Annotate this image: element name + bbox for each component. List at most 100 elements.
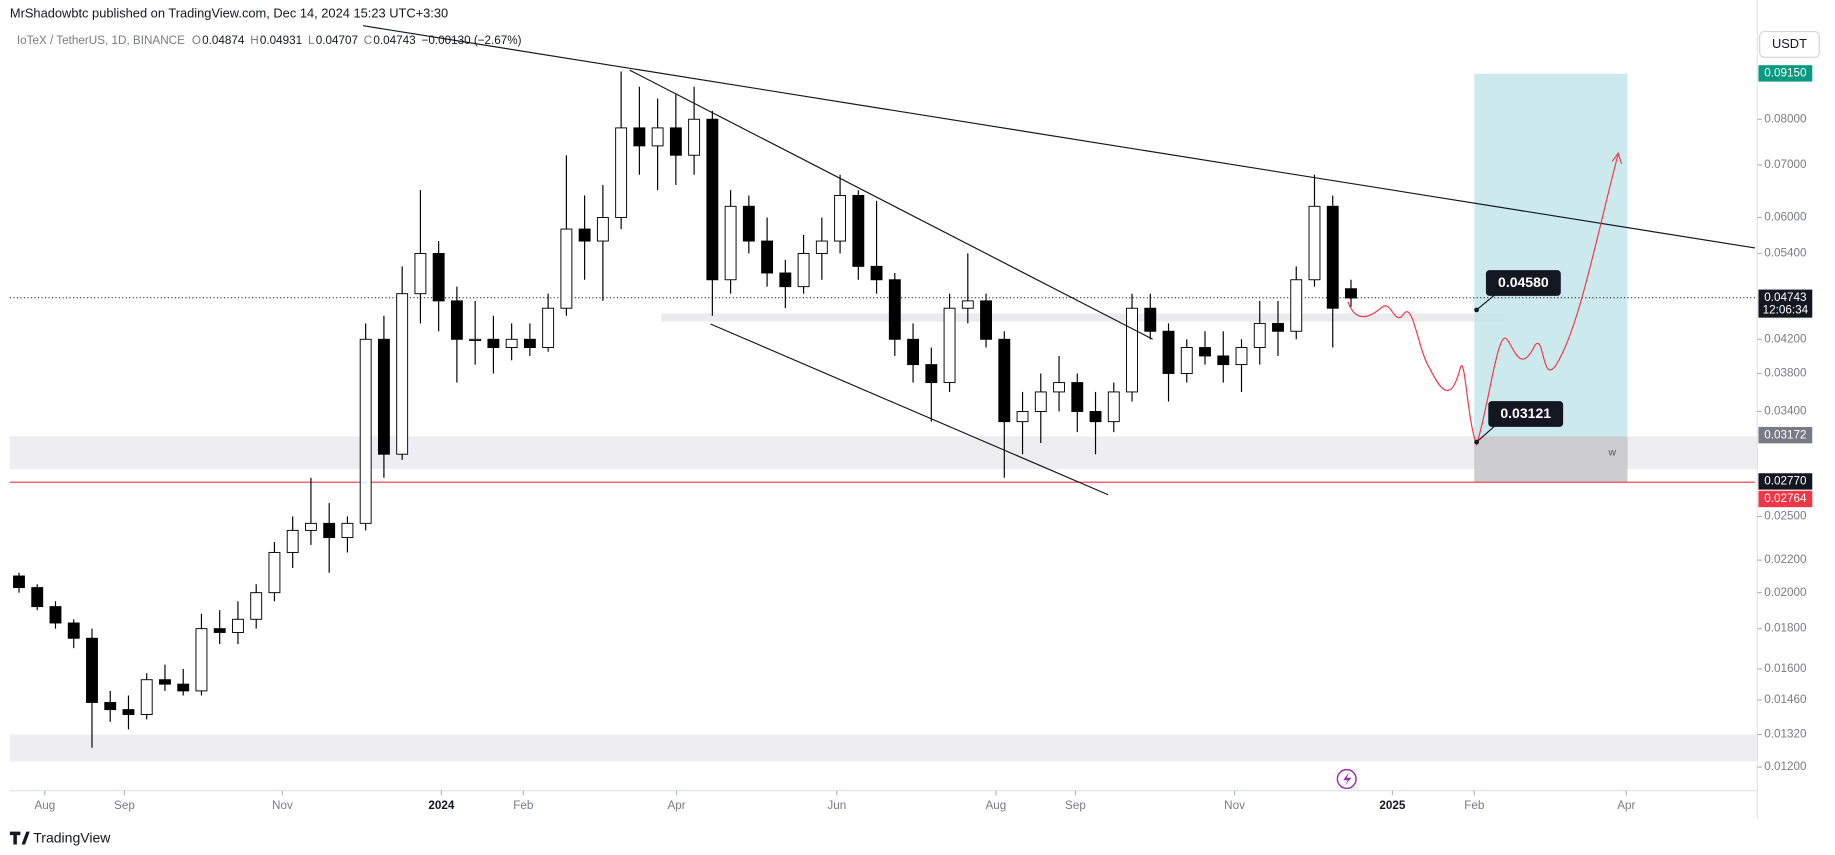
- candle-body: [359, 338, 372, 524]
- candle-body: [815, 240, 828, 254]
- price-badge: [1758, 289, 1813, 318]
- y-tick-label: 0.01320: [1764, 728, 1807, 741]
- candle-body: [797, 253, 810, 288]
- x-tick-label: 2025: [1379, 799, 1406, 812]
- candle-body: [1308, 205, 1321, 281]
- candle-body: [779, 272, 792, 288]
- candle-body: [1180, 347, 1193, 374]
- candle-body: [615, 127, 628, 218]
- event-bolt[interactable]: [1343, 771, 1352, 786]
- candle-body: [1290, 279, 1303, 332]
- note-anchor: [1474, 439, 1479, 445]
- candle-body: [487, 338, 500, 348]
- x-tick-label: Feb: [513, 799, 534, 812]
- y-tick-label: 0.03800: [1764, 367, 1807, 380]
- price-badge-countdown: 12:06:34: [1763, 304, 1809, 317]
- support-zone: [661, 313, 1504, 322]
- candle-body: [925, 364, 938, 384]
- brand: TradingView: [9, 829, 111, 845]
- candle-body: [213, 628, 226, 633]
- candle-body: [195, 628, 208, 692]
- candle-body: [742, 205, 755, 242]
- support-zone: [9, 436, 1758, 470]
- y-tick-label: 0.01800: [1764, 622, 1807, 635]
- x-tick-label: Nov: [272, 799, 293, 812]
- candle-body: [834, 194, 847, 242]
- currency-button[interactable]: USDT: [1759, 30, 1820, 58]
- x-tick-label: Jun: [827, 799, 846, 812]
- candle-body: [651, 127, 664, 147]
- y-tick-label: 0.01460: [1764, 693, 1807, 706]
- publisher-line: MrShadowbtc published on TradingView.com…: [10, 5, 448, 20]
- candle-body: [724, 205, 737, 281]
- symbol: IoTeX / TetherUS, 1D, BINANCE: [17, 34, 185, 47]
- price-badge-label: 0.04743: [1764, 291, 1806, 304]
- currency-button-frame[interactable]: [1759, 30, 1820, 58]
- note-anchor: [1474, 307, 1479, 313]
- candle-body: [633, 127, 646, 147]
- price-badge: [1758, 473, 1813, 490]
- candle-body: [1253, 322, 1266, 348]
- ohlc-value: 0.04707: [316, 34, 358, 47]
- price-note: 0.04580: [1474, 270, 1561, 313]
- candle-body: [396, 293, 409, 455]
- candle-body: [1034, 391, 1047, 412]
- candle-body: [13, 575, 25, 589]
- trend-line: [363, 25, 1756, 249]
- candle-body: [1053, 382, 1065, 393]
- candle-body: [560, 228, 573, 309]
- price-badge-label: 0.09150: [1764, 66, 1807, 79]
- symbol-line: IoTeX / TetherUS, 1D, BINANCE O 0.04874 H 0…: [17, 34, 522, 47]
- zone-note: w: [1607, 446, 1616, 458]
- candle-body: [542, 307, 555, 348]
- y-tick-label: 0.02200: [1764, 553, 1807, 566]
- y-tick-label: 0.04200: [1764, 332, 1807, 345]
- ohlc-key: H: [250, 34, 258, 47]
- candle-body: [706, 118, 719, 281]
- ohlc-value: 0.04931: [260, 34, 302, 47]
- candle-body: [578, 228, 591, 242]
- candle-body: [1272, 322, 1284, 332]
- candle-body: [1126, 307, 1138, 393]
- candle-body: [980, 300, 992, 340]
- candle-body: [140, 679, 153, 715]
- candle-body: [761, 240, 774, 274]
- trend-line: [710, 323, 1109, 496]
- price-badge-label: 0.02764: [1764, 492, 1807, 505]
- candle-body: [323, 522, 336, 539]
- candle-body: [1326, 205, 1339, 309]
- candle-body: [31, 587, 44, 608]
- price-note: 0.03121: [1474, 401, 1564, 445]
- candle-body: [1235, 347, 1248, 366]
- x-tick-label: Sep: [1065, 799, 1086, 812]
- candle-body: [870, 265, 883, 281]
- price-badge: [1758, 426, 1813, 444]
- candle-body: [450, 300, 463, 340]
- y-tick-label: 0.01600: [1764, 662, 1807, 675]
- ohlc-key: O: [192, 34, 201, 47]
- x-tick-label: Aug: [986, 799, 1007, 812]
- events-icon[interactable]: [1336, 768, 1357, 790]
- price-badge-label: 0.03172: [1764, 428, 1806, 441]
- x-tick-label: Nov: [1224, 799, 1245, 812]
- candle-body: [286, 529, 299, 553]
- candle-body: [961, 300, 974, 309]
- candle-body: [998, 338, 1011, 423]
- x-tick-label: Aug: [35, 799, 56, 812]
- candle-body: [669, 127, 682, 156]
- y-tick-label: 0.08000: [1764, 112, 1807, 125]
- candle-body: [523, 338, 536, 348]
- candle-body: [505, 338, 518, 348]
- candle-body: [1089, 410, 1102, 423]
- candle-body: [1144, 307, 1157, 332]
- ohlc-key: L: [308, 34, 315, 47]
- candle-body: [1162, 330, 1175, 374]
- x-tick-label: Feb: [1464, 799, 1485, 812]
- candle-body: [122, 709, 135, 715]
- candle-body: [1071, 382, 1084, 412]
- y-tick-label: 0.05400: [1764, 247, 1807, 260]
- y-tick-label: 0.01200: [1764, 760, 1807, 773]
- candle-body: [250, 592, 263, 620]
- currency-label[interactable]: USDT: [1772, 36, 1807, 51]
